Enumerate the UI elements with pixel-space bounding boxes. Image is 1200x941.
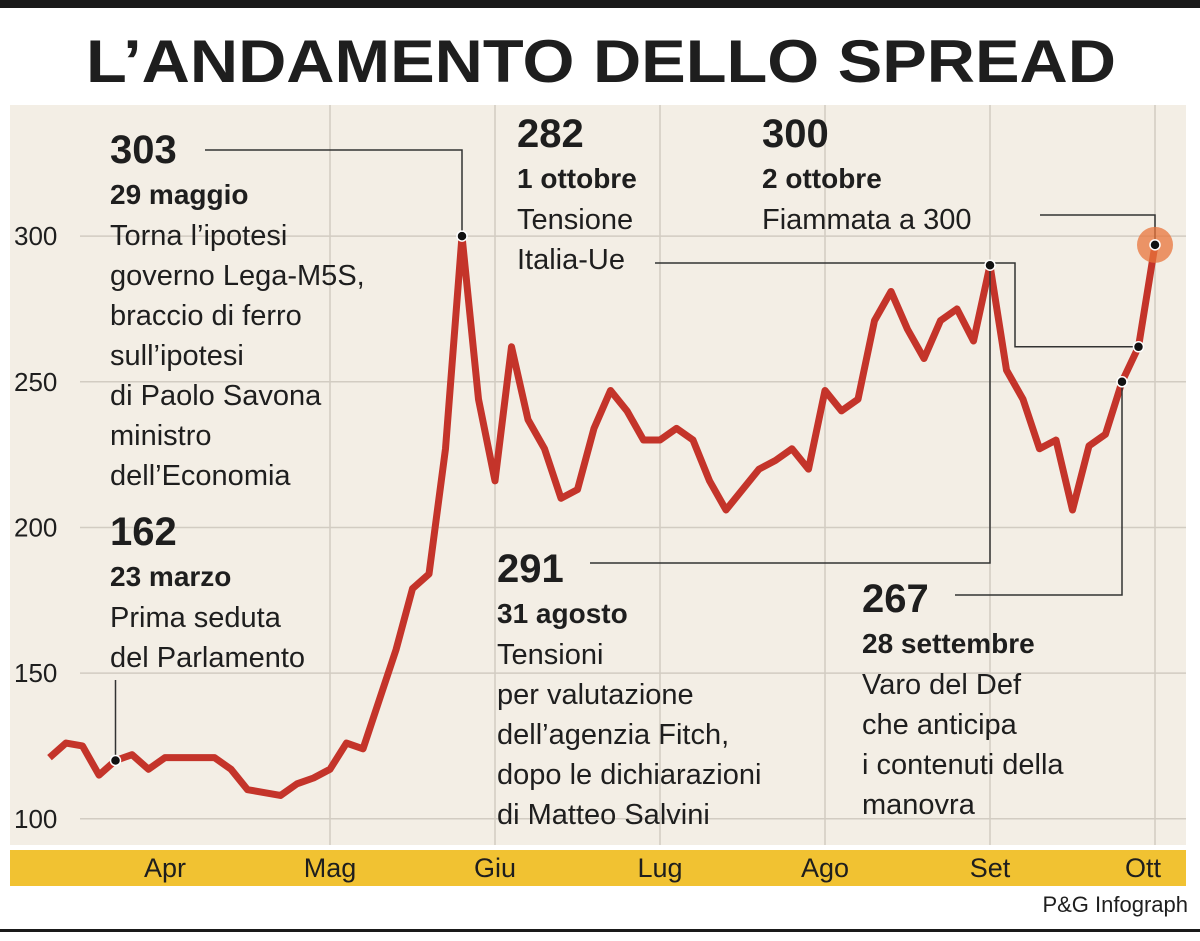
x-tick-label: Giu bbox=[474, 853, 516, 883]
annotation-text: Tensioni bbox=[497, 639, 603, 671]
leader-line bbox=[955, 381, 1123, 596]
y-tick-label: 250 bbox=[14, 367, 57, 397]
x-axis-band bbox=[10, 850, 1186, 886]
annotation-text: Fiammata a 300 bbox=[762, 204, 972, 236]
annotation-value: 303 bbox=[110, 128, 177, 172]
leader-line bbox=[590, 265, 991, 564]
chart-title: L’ANDAMENTO DELLO SPREAD bbox=[86, 28, 1116, 95]
annotation-text: di Matteo Salvini bbox=[497, 799, 710, 831]
x-tick-label: Ott bbox=[1125, 853, 1162, 883]
annotation-text: braccio di ferro bbox=[110, 300, 302, 332]
annotation-date: 1 ottobre bbox=[517, 163, 637, 194]
y-tick-label: 200 bbox=[14, 512, 57, 542]
y-tick-label: 300 bbox=[14, 221, 57, 251]
annotation-text: manovra bbox=[862, 789, 976, 821]
leader-line bbox=[655, 262, 1139, 348]
annotation-date: 29 maggio bbox=[110, 179, 248, 210]
marker bbox=[109, 754, 122, 767]
annotation-text: del Parlamento bbox=[110, 642, 305, 674]
y-tick-label: 150 bbox=[14, 658, 57, 688]
annotation-text: Prima seduta bbox=[110, 602, 282, 634]
top-bar bbox=[0, 0, 1200, 8]
annotation-text: dell’Economia bbox=[110, 460, 291, 492]
annotation-date: 23 marzo bbox=[110, 561, 231, 592]
x-tick-label: Set bbox=[970, 853, 1011, 883]
annotation-text: Varo del Def bbox=[862, 669, 1022, 701]
annotation-value: 162 bbox=[110, 510, 177, 554]
marker bbox=[1116, 376, 1128, 388]
annotation-text: ministro bbox=[110, 420, 212, 452]
bottom-bar bbox=[0, 929, 1200, 932]
annotation-text: Italia-Ue bbox=[517, 244, 625, 276]
marker bbox=[456, 230, 468, 242]
annotation-text: dell’agenzia Fitch, bbox=[497, 719, 729, 751]
leader-line bbox=[205, 149, 463, 237]
annotation-text: che anticipa bbox=[862, 709, 1018, 741]
source: P&G Infograph bbox=[1042, 892, 1188, 917]
annotation-value: 282 bbox=[517, 112, 584, 156]
annotation-text: di Paolo Savona bbox=[110, 380, 322, 412]
marker bbox=[1149, 239, 1161, 251]
annotation-value: 267 bbox=[862, 577, 929, 621]
annotation-text: Tensione bbox=[517, 204, 633, 236]
marker bbox=[984, 259, 996, 271]
annotation-text: governo Lega-M5S, bbox=[110, 260, 365, 292]
annotation-text: per valutazione bbox=[497, 679, 694, 711]
annotation-date: 31 agosto bbox=[497, 598, 628, 629]
x-tick-label: Apr bbox=[144, 853, 186, 883]
marker bbox=[1132, 341, 1145, 353]
data-line bbox=[47, 232, 1159, 799]
annotation-text: i contenuti della bbox=[862, 749, 1064, 781]
annotation-text: sull’ipotesi bbox=[110, 340, 244, 372]
annotation-value: 291 bbox=[497, 547, 564, 591]
x-tick-label: Mag bbox=[304, 853, 357, 883]
annotation-text: Torna l’ipotesi bbox=[110, 220, 287, 252]
annotation-date: 28 settembre bbox=[862, 628, 1035, 659]
x-tick-label: Ago bbox=[801, 853, 849, 883]
x-tick-label: Lug bbox=[637, 853, 682, 883]
y-tick-label: 100 bbox=[14, 804, 57, 834]
annotation-value: 300 bbox=[762, 112, 829, 156]
annotation-date: 2 ottobre bbox=[762, 163, 882, 194]
annotation-text: dopo le dichiarazioni bbox=[497, 759, 761, 791]
